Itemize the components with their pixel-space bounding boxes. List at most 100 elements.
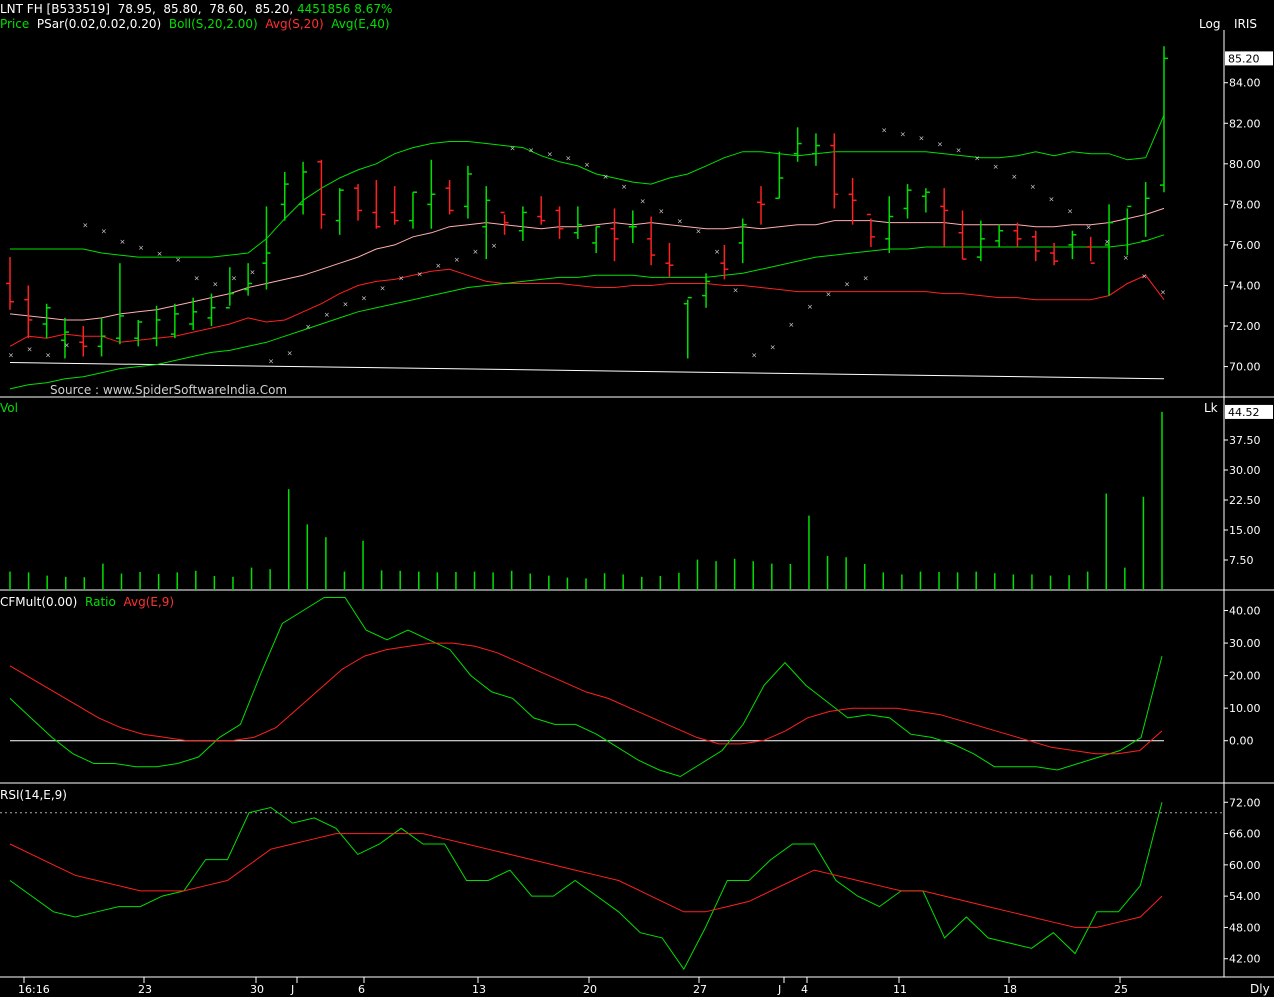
x-tick-label: 4 <box>801 983 808 996</box>
psar-point: × <box>194 274 200 282</box>
log-label[interactable]: Log <box>1199 17 1221 31</box>
last-volume-label: 44.52 <box>1228 406 1260 419</box>
psar-point: × <box>1086 224 1092 232</box>
psar-point: × <box>826 291 832 299</box>
psar-point: × <box>584 161 590 169</box>
price-axis-tick-label: 70.00 <box>1229 361 1261 374</box>
psar-point: × <box>342 301 348 309</box>
psar-point: × <box>101 228 107 236</box>
psar-point: × <box>547 151 553 159</box>
volume-axis-tick-label: 30.00 <box>1229 464 1261 477</box>
rsi-label: RSI(14,E,9) <box>0 788 67 802</box>
vol-label: Vol <box>0 401 18 415</box>
avg-e-label: Avg(E,40) <box>331 17 390 31</box>
cf-label: CFMult(0.00) <box>0 595 78 609</box>
psar-point: × <box>528 147 534 155</box>
trendline <box>9 362 1165 380</box>
ratio-label: Ratio <box>85 595 116 609</box>
psar-point: × <box>1104 238 1110 246</box>
x-tick-label: 25 <box>1114 983 1128 996</box>
psar-point: × <box>881 126 887 134</box>
psar-point: × <box>250 268 256 276</box>
psar-point: × <box>380 285 386 293</box>
psar-point: × <box>733 287 739 295</box>
cf-axis-tick-label: 30.00 <box>1229 637 1261 650</box>
psar-point: × <box>212 280 218 288</box>
price-axis-tick-label: 82.00 <box>1229 117 1261 130</box>
last-volume-box <box>1225 404 1273 419</box>
source-label: Source : www.SpiderSoftwareIndia.Com <box>50 383 288 397</box>
x-tick-label: 30 <box>250 983 264 996</box>
x-tick-label: 20 <box>583 983 597 996</box>
x-tick-label: J <box>777 983 781 996</box>
psar-label: PSar(0.02,0.02,0.20) <box>36 17 162 31</box>
psar-point: × <box>268 358 274 366</box>
psar-point: × <box>1067 207 1073 215</box>
psar-point: × <box>417 270 423 278</box>
dly-label: Dly <box>1250 982 1270 996</box>
psar-point: × <box>1030 183 1036 191</box>
header-line-2: Price PSar(0.02,0.02,0.20) Boll(S,20,2.0… <box>0 17 390 31</box>
psar-point: × <box>937 141 943 149</box>
psar-point: × <box>510 145 516 153</box>
psar-point: × <box>45 351 51 359</box>
cf-ratio-line <box>9 597 1163 778</box>
rsi-axis-tick-label: 66.00 <box>1229 828 1261 841</box>
psar-point: × <box>640 197 646 205</box>
psar-point: × <box>751 351 757 359</box>
x-tick-label: 11 <box>893 983 907 996</box>
psar-point: × <box>993 163 999 171</box>
cf-axis-tick-label: 40.00 <box>1229 605 1261 618</box>
last-price-label: 85.20 <box>1228 52 1260 65</box>
last-price-box <box>1225 51 1273 66</box>
psar-point: × <box>1160 289 1166 297</box>
psar-point: × <box>565 155 571 163</box>
rsi-axis-tick-label: 60.00 <box>1229 859 1261 872</box>
cf-axis-tick-label: 20.00 <box>1229 670 1261 683</box>
rsi-axis-tick-label: 72.00 <box>1229 796 1261 809</box>
psar-point: × <box>82 222 88 230</box>
rsi-axis-tick-label: 42.00 <box>1229 953 1261 966</box>
x-tick-label: 18 <box>1003 983 1017 996</box>
volume-value: 4451856 <box>296 2 351 16</box>
psar-point: × <box>231 274 237 282</box>
volume-axis-tick-label: 22.50 <box>1229 494 1261 507</box>
cf-axis-tick-label: 10.00 <box>1229 702 1261 715</box>
bollinger-lower-line <box>9 268 1165 347</box>
psar-point: × <box>900 130 906 138</box>
psar-point: × <box>770 343 776 351</box>
symbol: LNT FH [B533519] <box>0 2 110 16</box>
psar-point: × <box>677 218 683 226</box>
psar-point: × <box>1141 272 1147 280</box>
volume-axis-tick-label: 37.50 <box>1229 434 1261 447</box>
psar-point: × <box>491 242 497 250</box>
psar-point: × <box>956 147 962 155</box>
volume-axis-tick-label: 7.50 <box>1229 554 1254 567</box>
psar-point: × <box>621 183 627 191</box>
x-tick-label: 23 <box>138 983 152 996</box>
boll-label: Boll(S,20,2.00) <box>168 17 258 31</box>
psar-point: × <box>435 262 441 270</box>
rsi-line <box>9 802 1163 971</box>
ohlc-values: 78.95, 85.80, 78.60, 85.20, <box>117 2 294 16</box>
psar-point: × <box>714 248 720 256</box>
psar-point: × <box>27 345 33 353</box>
change-value: 8.67% <box>354 2 393 16</box>
rsi-axis-tick-label: 54.00 <box>1229 890 1261 903</box>
x-tick-label: 16:16 <box>18 983 50 996</box>
psar-point: × <box>157 250 163 258</box>
psar-point: × <box>287 349 293 357</box>
psar-point: × <box>974 155 980 163</box>
price-axis-tick-label: 80.00 <box>1229 158 1261 171</box>
cf-axis-tick-label: 0.00 <box>1229 735 1254 748</box>
psar-point: × <box>1123 254 1129 262</box>
avg-e40-line <box>9 234 1165 390</box>
psar-point: × <box>8 351 14 359</box>
psar-point: × <box>473 248 479 256</box>
psar-point: × <box>658 207 664 215</box>
x-tick-label: 27 <box>693 983 707 996</box>
cf-header: CFMult(0.00) Ratio Avg(E,9) <box>0 595 174 609</box>
price-label: Price <box>0 17 30 31</box>
psar-point: × <box>361 295 367 303</box>
